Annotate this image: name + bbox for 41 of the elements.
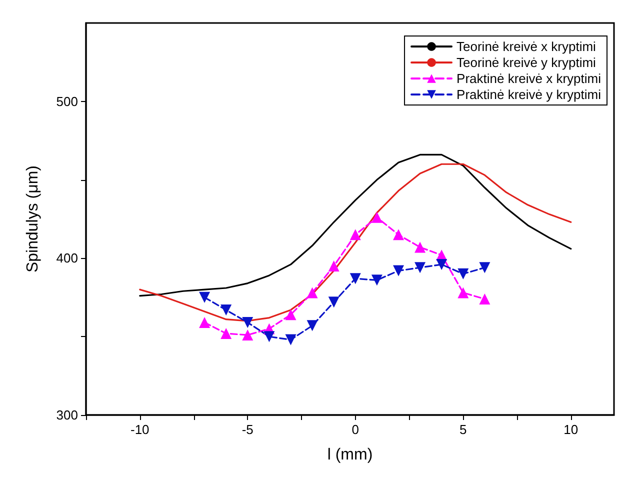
point <box>306 287 318 298</box>
point <box>220 328 232 339</box>
x-tick-label: -10 <box>130 422 150 437</box>
x-tick-label: 0 <box>352 422 360 437</box>
point <box>350 229 361 240</box>
legend-label: Teorinė kreivė x kryptimi <box>456 39 596 54</box>
point <box>306 320 318 332</box>
y-tick-label: 500 <box>56 94 78 109</box>
point <box>479 293 490 304</box>
point <box>264 331 275 342</box>
point <box>285 309 296 320</box>
point <box>371 212 382 223</box>
point <box>242 330 254 341</box>
point <box>285 334 296 346</box>
point <box>458 268 469 280</box>
point <box>328 296 340 308</box>
point <box>436 258 448 270</box>
point <box>414 262 426 274</box>
point <box>220 304 232 316</box>
point <box>479 262 490 274</box>
point <box>414 242 426 253</box>
legend-label: Praktinė kreivė x kryptimi <box>456 71 602 86</box>
y-tick-label: 400 <box>56 250 78 266</box>
line-series <box>139 154 572 297</box>
point <box>199 292 210 303</box>
point <box>392 265 404 276</box>
legend-label: Teorinė kreivė y kryptimi <box>456 55 596 70</box>
legend-label: Praktinė kreivė y kryptimi <box>456 87 602 102</box>
point <box>350 273 361 284</box>
x-tick-label: 10 <box>564 422 578 437</box>
point <box>392 229 404 240</box>
x-tick-label: 5 <box>460 422 467 437</box>
point <box>328 260 340 272</box>
point <box>242 316 254 328</box>
x-axis-title: l (mm) <box>327 446 373 464</box>
y-axis-title: Spindulys (μm) <box>24 165 42 273</box>
point <box>199 316 210 328</box>
point <box>371 274 382 286</box>
y-tick-label: 300 <box>56 408 78 422</box>
x-tick-label: -5 <box>242 422 254 437</box>
point <box>458 287 469 298</box>
